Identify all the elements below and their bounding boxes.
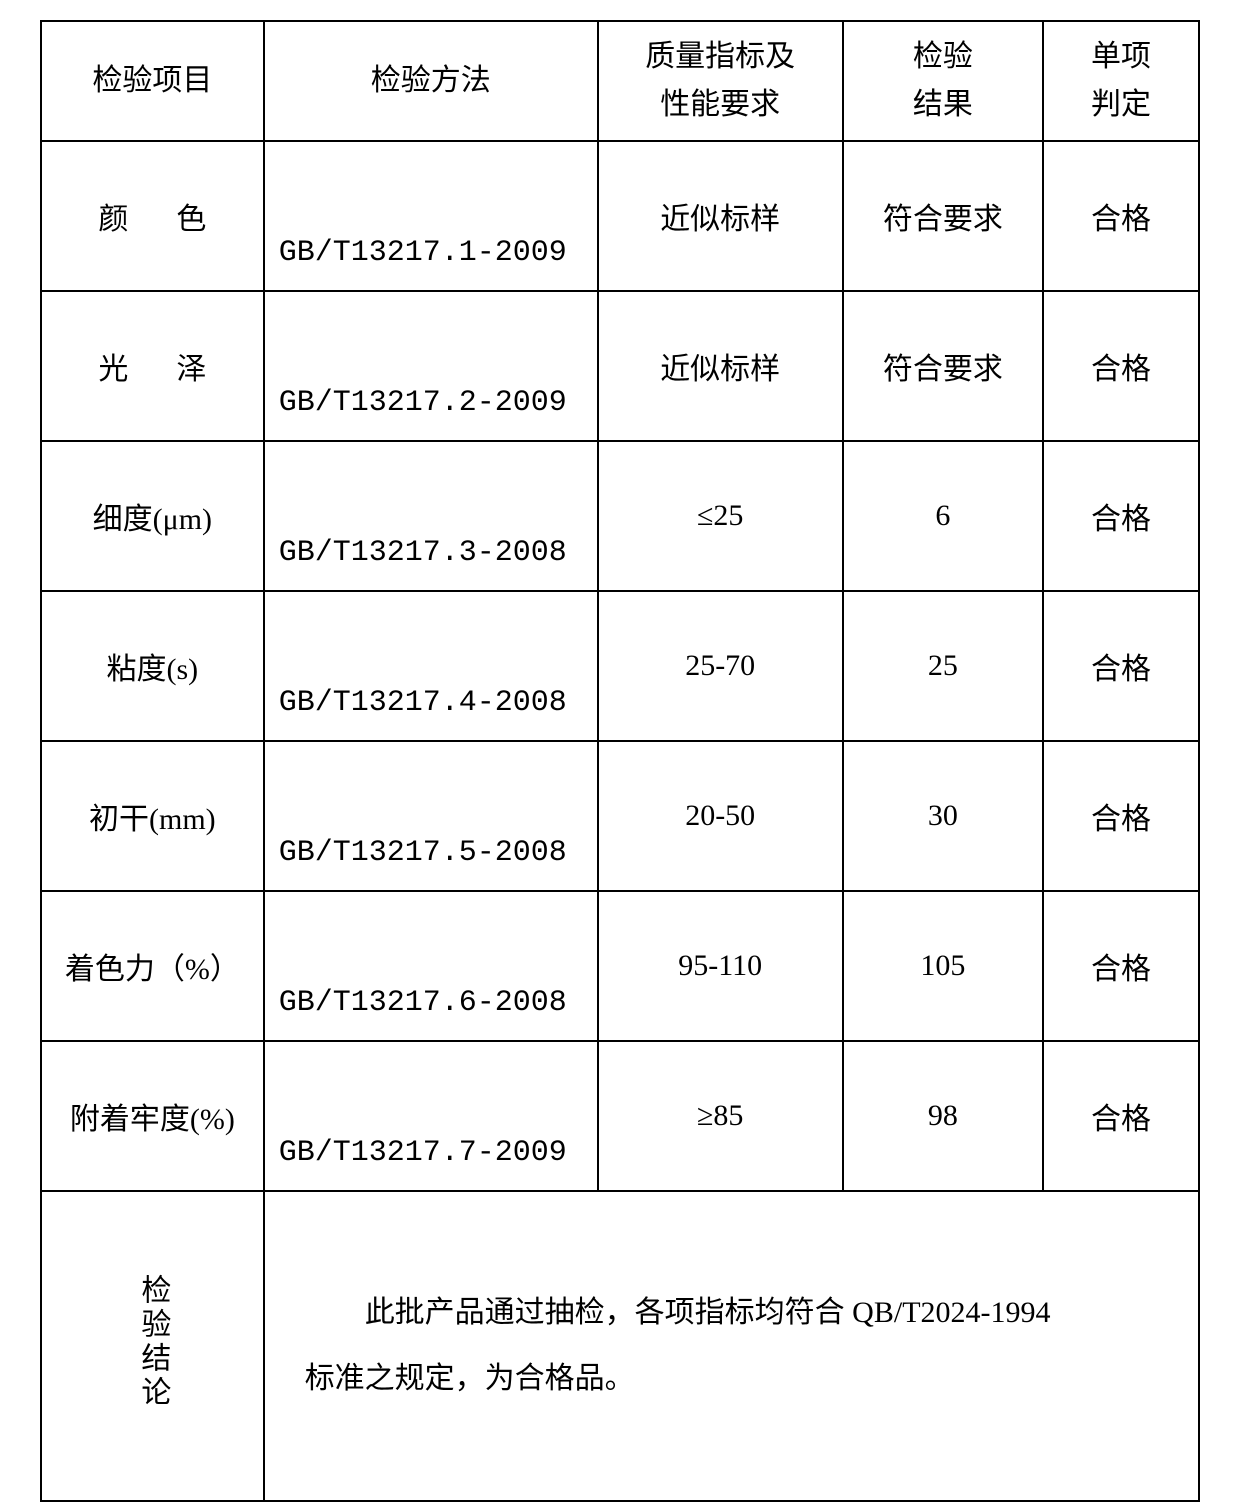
- cell-spec: 25-70: [598, 591, 843, 741]
- cell-result: 30: [843, 741, 1043, 891]
- table-row: 着色力（%）GB/T13217.6-200895-110105合格: [41, 891, 1199, 1041]
- cell-item: 细度(μm): [41, 441, 264, 591]
- cell-item: 初干(mm): [41, 741, 264, 891]
- table-row: 颜色GB/T13217.1-2009近似标样符合要求合格: [41, 141, 1199, 291]
- table-row: 细度(μm)GB/T13217.3-2008≤256合格: [41, 441, 1199, 591]
- cell-judge: 合格: [1043, 591, 1199, 741]
- cell-judge: 合格: [1043, 291, 1199, 441]
- cell-judge: 合格: [1043, 741, 1199, 891]
- table-header-row: 检验项目 检验方法 质量指标及性能要求 检验结果 单项判定: [41, 21, 1199, 141]
- cell-judge: 合格: [1043, 441, 1199, 591]
- header-judge: 单项判定: [1043, 21, 1199, 141]
- cell-result: 符合要求: [843, 291, 1043, 441]
- cell-spec: ≤25: [598, 441, 843, 591]
- cell-method: GB/T13217.4-2008: [264, 591, 598, 741]
- conclusion-text: 此批产品通过抽检，各项指标均符合 QB/T2024-1994标准之规定，为合格品…: [264, 1191, 1199, 1501]
- header-result: 检验结果: [843, 21, 1043, 141]
- cell-method: GB/T13217.5-2008: [264, 741, 598, 891]
- cell-judge: 合格: [1043, 141, 1199, 291]
- cell-result: 6: [843, 441, 1043, 591]
- cell-result: 25: [843, 591, 1043, 741]
- cell-spec: 95-110: [598, 891, 843, 1041]
- cell-item: 光泽: [41, 291, 264, 441]
- cell-spec: ≥85: [598, 1041, 843, 1191]
- cell-item: 粘度(s): [41, 591, 264, 741]
- cell-item: 附着牢度(%): [41, 1041, 264, 1191]
- cell-judge: 合格: [1043, 891, 1199, 1041]
- table-row: 附着牢度(%)GB/T13217.7-2009≥8598合格: [41, 1041, 1199, 1191]
- table-row: 粘度(s)GB/T13217.4-200825-7025合格: [41, 591, 1199, 741]
- table-row: 初干(mm)GB/T13217.5-200820-5030合格: [41, 741, 1199, 891]
- cell-judge: 合格: [1043, 1041, 1199, 1191]
- cell-method: GB/T13217.3-2008: [264, 441, 598, 591]
- cell-spec: 近似标样: [598, 141, 843, 291]
- header-item: 检验项目: [41, 21, 264, 141]
- cell-spec: 20-50: [598, 741, 843, 891]
- cell-result: 符合要求: [843, 141, 1043, 291]
- header-spec: 质量指标及性能要求: [598, 21, 843, 141]
- cell-result: 98: [843, 1041, 1043, 1191]
- cell-method: GB/T13217.2-2009: [264, 291, 598, 441]
- inspection-table: 检验项目 检验方法 质量指标及性能要求 检验结果 单项判定 颜色GB/T1321…: [40, 20, 1200, 1502]
- conclusion-row: 检验结论此批产品通过抽检，各项指标均符合 QB/T2024-1994标准之规定，…: [41, 1191, 1199, 1501]
- cell-item: 颜色: [41, 141, 264, 291]
- conclusion-label: 检验结论: [41, 1191, 264, 1501]
- cell-item: 着色力（%）: [41, 891, 264, 1041]
- header-method: 检验方法: [264, 21, 598, 141]
- cell-method: GB/T13217.1-2009: [264, 141, 598, 291]
- cell-spec: 近似标样: [598, 291, 843, 441]
- table-row: 光泽GB/T13217.2-2009近似标样符合要求合格: [41, 291, 1199, 441]
- cell-method: GB/T13217.6-2008: [264, 891, 598, 1041]
- cell-method: GB/T13217.7-2009: [264, 1041, 598, 1191]
- cell-result: 105: [843, 891, 1043, 1041]
